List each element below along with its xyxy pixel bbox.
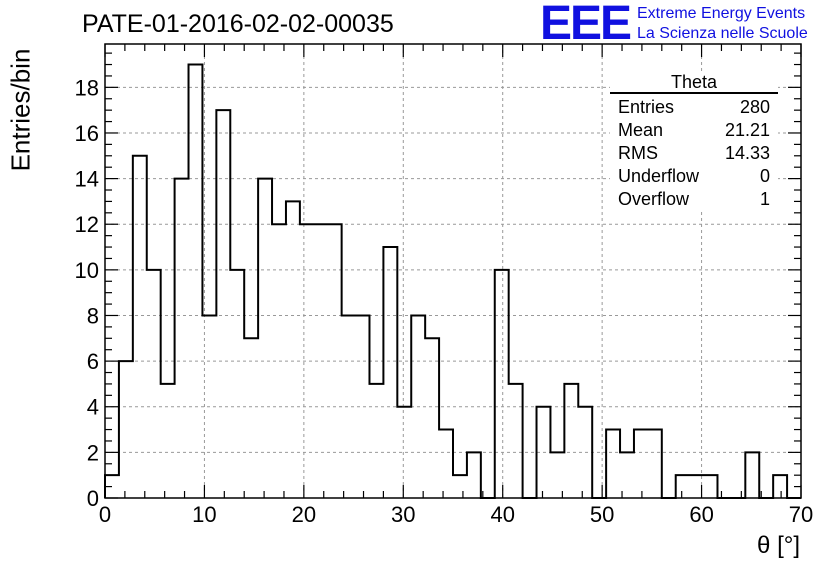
- histogram-bin: [314, 224, 328, 498]
- histogram-bin: [537, 407, 551, 498]
- y-tick-label: 16: [75, 121, 99, 146]
- grid-lines: [105, 44, 801, 498]
- stats-value: 1: [759, 189, 770, 209]
- histogram-bin: [578, 407, 592, 498]
- y-tick-label: 8: [87, 303, 99, 328]
- stats-row-mean: Mean 21.21: [610, 119, 778, 142]
- histogram-bin: [328, 224, 342, 498]
- x-tick-label: 20: [292, 502, 316, 527]
- histogram-bin: [383, 247, 397, 498]
- logo-mark: EEE: [540, 0, 632, 50]
- logo-line-1: Extreme Energy Events: [637, 5, 806, 22]
- y-tick-label: 2: [87, 440, 99, 465]
- y-tick-label: 10: [75, 258, 99, 283]
- histogram-bin: [606, 430, 620, 498]
- stats-value: 14.33: [724, 143, 770, 163]
- x-axis-label: θ [°]: [757, 532, 800, 559]
- histogram-bin: [704, 475, 718, 498]
- eee-logo: EEE Extreme Energy Events La Scienza nel…: [540, 0, 836, 50]
- y-tick-label: 0: [87, 486, 99, 511]
- histogram-bin: [648, 430, 662, 498]
- stats-label: RMS: [618, 143, 658, 163]
- y-tick-label: 6: [87, 349, 99, 374]
- x-tick-label: 50: [590, 502, 614, 527]
- y-tick-label: 14: [75, 167, 99, 192]
- stats-row-rms: RMS 14.33: [610, 142, 778, 165]
- y-tick-label: 12: [75, 212, 99, 237]
- histogram-bin: [244, 338, 258, 498]
- axis-ticks: [104, 44, 802, 499]
- stats-label: Mean: [618, 120, 664, 140]
- y-tick-label: 4: [87, 395, 99, 420]
- histogram-bin: [509, 384, 523, 498]
- histogram-bin: [147, 270, 161, 498]
- histogram-bin: [425, 338, 439, 498]
- stats-row-entries: Entries 280: [610, 96, 778, 119]
- histogram-bin: [369, 384, 383, 498]
- histogram-bin: [286, 201, 300, 498]
- histogram-bin: [300, 224, 314, 498]
- y-tick-label: 18: [75, 75, 99, 100]
- stats-label: Overflow: [618, 189, 690, 209]
- x-tick-label: 0: [99, 502, 111, 527]
- x-tick-label: 60: [689, 502, 713, 527]
- histogram-bin: [189, 65, 203, 498]
- plot-frame: [104, 43, 802, 499]
- y-axis-label: Entries/bin: [5, 48, 36, 172]
- histogram-bin: [258, 179, 272, 498]
- stats-value: 21.21: [724, 120, 770, 140]
- stats-row-overflow: Overflow 1: [610, 188, 778, 211]
- histogram-bin: [133, 156, 147, 498]
- logo-line-2: La Scienza nelle Scuole: [637, 25, 808, 42]
- x-tick-label: 30: [391, 502, 415, 527]
- x-tick-label: 70: [789, 502, 813, 527]
- stats-value: 280: [739, 97, 770, 117]
- histogram-bin: [564, 384, 578, 498]
- histogram-bin: [453, 475, 467, 498]
- histogram-bin: [161, 384, 175, 498]
- histogram-bin: [342, 315, 356, 498]
- histogram-bin: [397, 407, 411, 498]
- stats-label: Entries: [618, 97, 675, 117]
- histogram-bin: [773, 475, 787, 498]
- histogram-bin: [202, 315, 216, 498]
- histogram-bin: [356, 315, 370, 498]
- histogram-bin: [634, 430, 648, 498]
- histogram-bin: [175, 179, 189, 498]
- chart-title: PATE-01-2016-02-02-00035: [82, 10, 394, 38]
- histogram-bin: [495, 270, 509, 498]
- histogram-bin: [272, 224, 286, 498]
- histogram-bin: [745, 452, 759, 498]
- histogram-bin: [467, 452, 481, 498]
- histogram-bin: [439, 430, 453, 498]
- x-tick-label: 40: [490, 502, 514, 527]
- histogram-bin: [676, 475, 690, 498]
- histogram-bin: [230, 270, 244, 498]
- histogram-bin: [119, 361, 133, 498]
- histogram-bin: [216, 110, 230, 498]
- stats-label: Underflow: [618, 166, 700, 186]
- histogram-bin: [411, 315, 425, 498]
- x-tick-label: 10: [192, 502, 216, 527]
- stats-value: 0: [759, 166, 770, 186]
- stats-title: Theta: [610, 72, 778, 94]
- stats-row-underflow: Underflow 0: [610, 165, 778, 188]
- stats-box: Theta Entries 280 Mean 21.21 RMS 14.33 U…: [610, 72, 778, 211]
